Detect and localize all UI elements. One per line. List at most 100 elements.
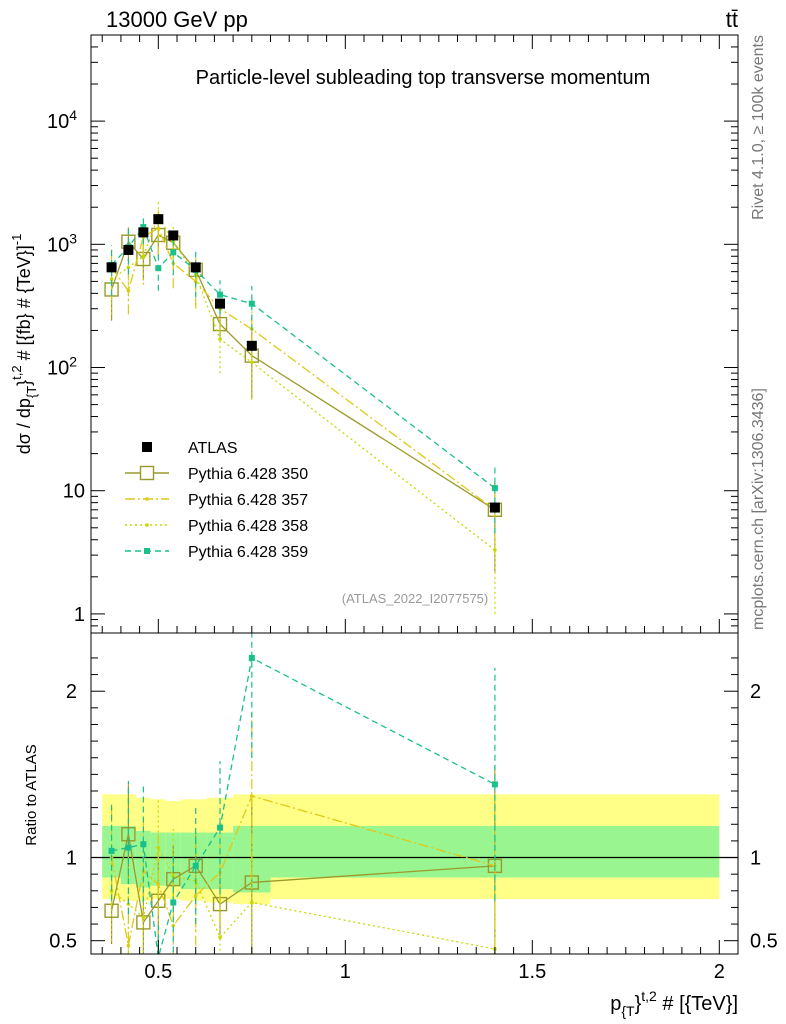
- atlas-data-point: [106, 262, 117, 273]
- atlas-data-point: [190, 262, 201, 273]
- data-point-marker: [109, 888, 114, 893]
- header-left-label: 13000 GeV pp: [106, 7, 248, 32]
- data-point-marker: [141, 254, 146, 259]
- main-y-axis-label: dσ / dp{T}t,2 # [{fb} # {TeV}]-1: [9, 234, 39, 455]
- legend-marker: [145, 497, 149, 501]
- xlabel-part: t,2: [641, 988, 657, 1004]
- main-y-tick-label: 1: [74, 604, 85, 626]
- data-point-marker: [155, 265, 162, 272]
- data-point-marker: [491, 781, 498, 788]
- data-point-marker: [155, 954, 161, 960]
- data-point-marker: [193, 279, 198, 284]
- x-tick-label: 1.5: [518, 961, 546, 983]
- legend-marker: [144, 548, 150, 554]
- main-y-tick-label: 10: [63, 481, 85, 503]
- chart-title: Particle-level subleading top transverse…: [196, 67, 651, 89]
- data-point-marker: [192, 862, 199, 869]
- data-point-marker: [125, 844, 132, 851]
- main-y-tick-label: 102: [47, 354, 77, 380]
- data-point-marker: [126, 902, 131, 906]
- ratio-panel: 0.5 1 1.5 2 0.5 0.5 1 1 2 2 Ratio to ATLAS p{T}t,…: [23, 632, 778, 1019]
- data-point-marker: [171, 874, 176, 878]
- data-point-marker: [250, 360, 254, 365]
- ratio-y-tick-label-right: 0.5: [750, 931, 778, 953]
- data-point-marker: [493, 548, 497, 552]
- ratio-y-tick-label-left: 0.5: [49, 931, 77, 953]
- mcplots-label: mcplots.cern.ch [arXiv:1306.3436]: [750, 388, 767, 630]
- atlas-data-point: [246, 340, 257, 351]
- data-point-marker: [250, 900, 254, 905]
- x-axis-label: p{T}t,2 # [{TeV}]: [610, 988, 738, 1019]
- legend-marker: [145, 523, 149, 527]
- ratio-y-tick-label-left: 2: [66, 681, 77, 703]
- rivet-version-label: Rivet 4.1.0, ≥ 100k events: [750, 35, 767, 220]
- ratio-ticks: 0.5 1 1.5 2 0.5 0.5 1 1 2 2: [49, 657, 778, 983]
- data-point-marker: [217, 291, 224, 298]
- main-y-tick-label: 103: [47, 230, 77, 256]
- data-point-marker: [156, 845, 161, 850]
- data-point-marker: [170, 249, 177, 256]
- legend-label: ATLAS: [188, 440, 238, 457]
- legend-label: Pythia 6.428 350: [188, 466, 308, 483]
- data-point-marker: [140, 224, 147, 231]
- ylabel-part: t,2: [9, 365, 24, 379]
- data-point-marker: [218, 935, 222, 940]
- x-tick-label: 1: [340, 961, 351, 983]
- data-point-marker: [491, 485, 498, 492]
- ylabel-part: dσ / dp: [14, 398, 34, 454]
- main-ticks: 1 10 102 103 104: [47, 34, 738, 634]
- legend-marker: [139, 465, 155, 481]
- ratio-y-tick-label-right: 1: [750, 848, 761, 870]
- data-point-marker: [248, 300, 255, 307]
- ratio-y-axis-label: Ratio to ATLAS: [23, 744, 40, 845]
- atlas-data-point: [123, 244, 134, 255]
- atlas-data-point: [138, 227, 149, 238]
- ratio-y-tick-label-right: 2: [750, 681, 761, 703]
- data-point-marker: [108, 847, 115, 854]
- main-y-tick-label: 104: [47, 107, 77, 133]
- data-point-marker: [126, 265, 131, 270]
- ylabel-part: -1: [9, 234, 24, 246]
- ratio-data-layer: [91, 633, 738, 960]
- data-point-marker: [141, 915, 146, 920]
- data-point-marker: [248, 654, 255, 661]
- data-point-marker: [126, 288, 131, 293]
- data-point-marker: [250, 794, 254, 798]
- legend-marker-atlas: [142, 442, 152, 452]
- data-point-marker: [193, 893, 198, 898]
- data-point-marker: [218, 337, 222, 341]
- ylabel-part: }: [14, 380, 34, 386]
- legend: ATLAS Pythia 6.428 350 Pythia 6.428 357 Pyt…: [125, 440, 308, 561]
- tick-exponent: 3: [69, 230, 77, 246]
- xlabel-part: {T: [621, 1003, 635, 1019]
- ratio-y-tick-label-left: 1: [66, 848, 77, 870]
- main-panel: 1 10 102 103 104 Particle-level subleading t…: [9, 34, 739, 634]
- series-line: [111, 214, 496, 551]
- xlabel-part: p: [610, 993, 621, 1015]
- analysis-watermark: (ATLAS_2022_I2077575): [342, 591, 488, 606]
- atlas-data-point: [153, 214, 164, 225]
- ylabel-part: {T: [24, 386, 39, 398]
- ylabel-part: # [{fb} # {TeV}]: [14, 245, 34, 365]
- tick-exponent: 4: [69, 107, 77, 123]
- xlabel-part: }: [635, 993, 642, 1015]
- data-point-marker: [109, 277, 114, 282]
- legend-label: Pythia 6.428 357: [188, 492, 308, 509]
- ratio-frame: [90, 632, 739, 955]
- data-point-marker: [156, 882, 161, 886]
- main-data-layer: [104, 199, 503, 614]
- x-tick-label: 2: [714, 961, 725, 983]
- header-right-label: tt̄: [726, 7, 738, 32]
- atlas-data-point: [168, 230, 179, 241]
- series-line: [111, 845, 496, 950]
- series-line: [111, 225, 496, 489]
- data-point-marker: [217, 824, 224, 831]
- atlas-data-point: [489, 502, 500, 513]
- atlas-data-point: [215, 298, 226, 309]
- x-tick-label: 0.5: [144, 961, 172, 983]
- legend-label: Pythia 6.428 359: [188, 544, 308, 561]
- data-point-marker: [126, 943, 131, 948]
- data-point-marker: [140, 841, 147, 848]
- tick-exponent: 2: [69, 354, 77, 370]
